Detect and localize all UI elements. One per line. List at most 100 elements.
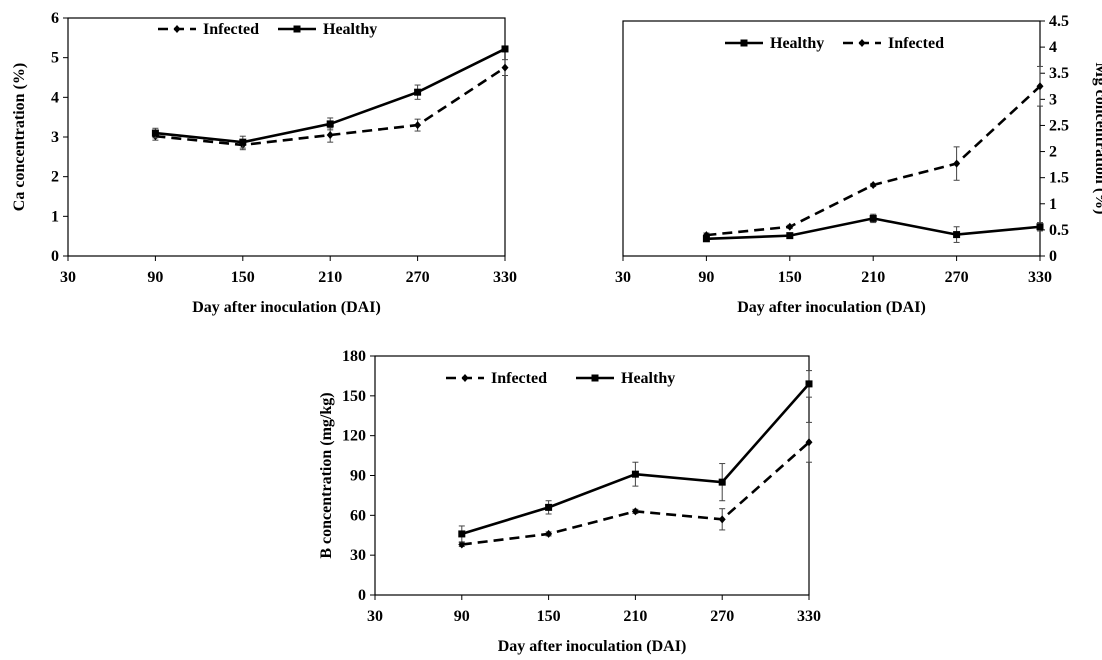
- y-tick-label: 3: [51, 129, 59, 146]
- y-tick-label: 3: [1049, 91, 1057, 108]
- y-tick-label: 150: [342, 388, 366, 405]
- y-tick-label: 60: [350, 507, 366, 524]
- data-point: [869, 180, 877, 189]
- x-axis-label: Day after inoculation (DAI): [498, 638, 687, 655]
- x-tick-label: 150: [537, 608, 561, 625]
- x-tick-label: 210: [318, 269, 342, 286]
- x-tick-label: 210: [623, 608, 647, 625]
- series-infected: [458, 421, 813, 549]
- y-tick-label: 2.5: [1049, 117, 1069, 134]
- data-point: [718, 515, 726, 524]
- y-tick-label: 3.5: [1049, 65, 1069, 82]
- y-tick-label: 30: [350, 547, 366, 564]
- series-healthy: [151, 45, 509, 149]
- y-tick-label: 2: [1049, 144, 1057, 161]
- series-healthy: [458, 370, 813, 543]
- legend: Healthy Infected: [725, 35, 944, 52]
- legend-marker: [293, 25, 301, 33]
- data-point: [805, 380, 813, 388]
- y-tick-label: 0: [51, 248, 59, 265]
- y-tick-label: 90: [350, 468, 366, 485]
- legend-label: Healthy: [323, 21, 377, 38]
- x-tick-label: 150: [231, 269, 255, 286]
- y-tick-label: 1.5: [1049, 170, 1069, 187]
- chart-1: 0 1 2 3 4 5 6 30 90 150 210 270 330 Day after inocula…: [11, 10, 517, 316]
- data-point: [718, 478, 726, 486]
- data-point: [631, 507, 639, 516]
- y-tick-label: 2: [51, 169, 59, 186]
- y-tick-label: 120: [342, 428, 366, 445]
- y-tick-label: 0.5: [1049, 222, 1069, 239]
- plot-frame: [622, 20, 1041, 257]
- x-tick-label: 270: [710, 608, 734, 625]
- data-point: [501, 63, 509, 72]
- y-axis-label: Mg concentration (%): [1092, 63, 1102, 215]
- legend-marker: [740, 39, 748, 47]
- data-point: [953, 231, 961, 239]
- x-tick-label: 270: [945, 269, 969, 286]
- data-point: [414, 121, 422, 130]
- series-line: [461, 441, 810, 546]
- x-tick-label: 150: [778, 269, 802, 286]
- legend-label: Infected: [491, 370, 547, 387]
- data-point: [786, 232, 794, 240]
- y-tick-label: 1: [1049, 196, 1057, 213]
- x-axis-label: Day after inoculation (DAI): [737, 299, 926, 316]
- series-healthy: [702, 213, 1044, 243]
- x-tick-label: 30: [615, 269, 631, 286]
- data-point: [458, 530, 466, 538]
- data-point: [953, 159, 961, 168]
- data-point: [151, 129, 159, 137]
- data-point: [545, 529, 553, 538]
- legend: Infected Healthy: [446, 370, 675, 387]
- legend-label: Healthy: [770, 35, 824, 52]
- data-point: [786, 222, 794, 231]
- plot-frame: [67, 17, 506, 257]
- legend-marker: [858, 39, 866, 47]
- data-point: [326, 120, 334, 128]
- x-tick-label: 330: [797, 608, 821, 625]
- series-line: [706, 85, 1041, 237]
- x-tick-label: 30: [367, 608, 383, 625]
- legend-marker: [461, 374, 469, 382]
- data-point: [414, 88, 422, 96]
- plot-frame: [374, 355, 810, 596]
- y-tick-label: 4.5: [1049, 13, 1069, 30]
- data-point: [805, 438, 813, 447]
- y-tick-label: 5: [51, 50, 59, 67]
- legend-label: Infected: [888, 35, 944, 52]
- x-tick-label: 270: [406, 269, 430, 286]
- legend-marker: [591, 374, 599, 382]
- x-tick-label: 330: [1028, 269, 1052, 286]
- legend-marker: [173, 25, 181, 33]
- data-point: [702, 235, 710, 243]
- data-point: [326, 131, 334, 140]
- legend-label: Infected: [203, 21, 259, 38]
- data-point: [1036, 223, 1044, 231]
- x-tick-label: 210: [861, 269, 885, 286]
- y-tick-label: 1: [51, 208, 59, 225]
- x-axis-label: Day after inoculation (DAI): [192, 299, 381, 316]
- y-tick-label: 180: [342, 348, 366, 365]
- y-tick-label: 0: [1049, 248, 1057, 265]
- legend: Infected Healthy: [158, 21, 377, 38]
- data-point: [1036, 82, 1044, 91]
- data-point: [501, 45, 509, 53]
- data-point: [869, 214, 877, 222]
- x-tick-label: 330: [493, 269, 517, 286]
- y-tick-label: 4: [1049, 39, 1057, 56]
- chart-2: 0 0.5 1 1.5 2 2.5 3 3.5 4 4.5 30 90 150 210 270 330 Day …: [615, 13, 1102, 316]
- y-tick-label: 0: [358, 587, 366, 604]
- y-axis-label: B concentration (mg/kg): [318, 392, 335, 558]
- data-point: [545, 503, 553, 511]
- y-tick-label: 6: [51, 10, 59, 27]
- x-tick-label: 90: [147, 269, 163, 286]
- x-tick-label: 90: [454, 608, 470, 625]
- series-infected: [702, 65, 1044, 240]
- data-point: [458, 540, 466, 549]
- x-tick-label: 30: [60, 269, 76, 286]
- x-tick-label: 90: [698, 269, 714, 286]
- y-axis-label: Ca concentration (%): [11, 63, 28, 211]
